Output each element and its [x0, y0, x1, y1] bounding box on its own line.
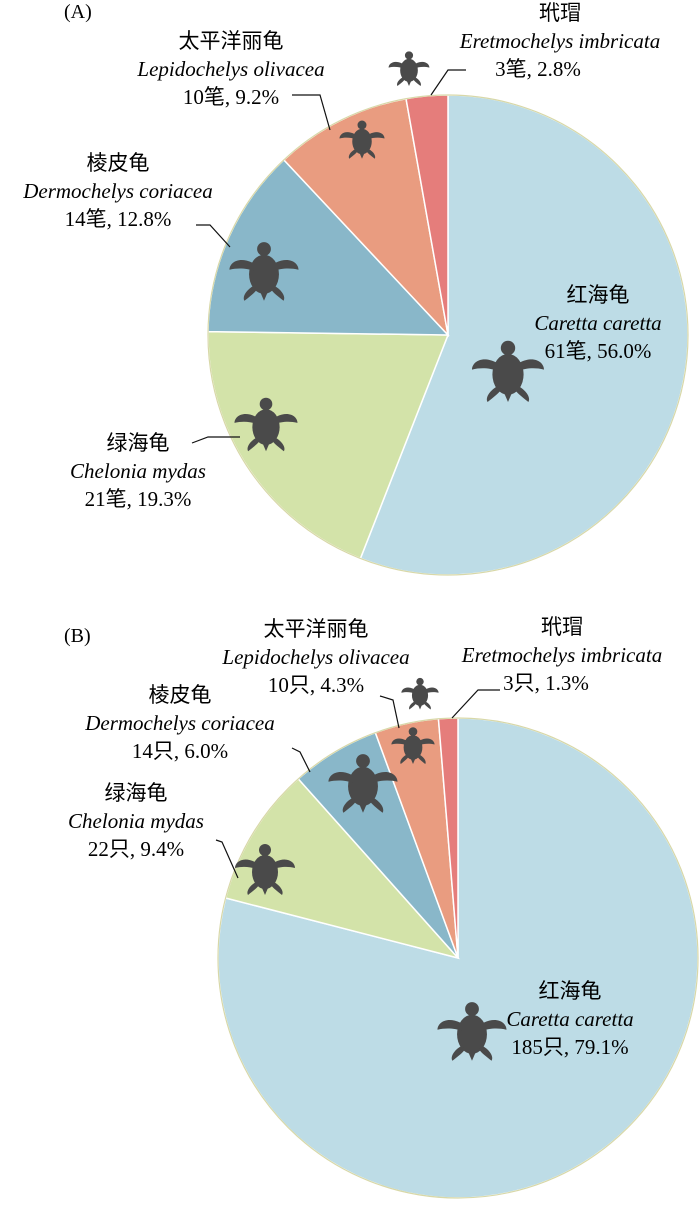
sea-turtle-icon	[388, 51, 430, 86]
slice-label-b-leatherback: 棱皮龟 Dermochelys coriacea 14只, 6.0%	[84, 683, 275, 763]
species-latin-a-green: Chelonia mydas	[70, 459, 206, 483]
panel-label-a: (A)	[64, 1, 92, 23]
species-latin-a-leatherback: Dermochelys coriacea	[22, 179, 213, 203]
value-text-b-green: 22只, 9.4%	[88, 837, 184, 861]
species-latin-b-hawksbill: Eretmochelys imbricata	[461, 643, 662, 667]
species-cn-b-olive-ridley: 太平洋丽龟	[264, 617, 369, 641]
slice-label-a-loggerhead: 红海龟 Caretta caretta 61笔, 56.0%	[534, 283, 661, 363]
species-cn-a-olive-ridley: 太平洋丽龟	[179, 29, 284, 53]
value-text-b-loggerhead: 185只, 79.1%	[511, 1035, 628, 1059]
value-text-b-olive-ridley: 10只, 4.3%	[268, 673, 364, 697]
slice-label-b-olive-ridley: 太平洋丽龟 Lepidochelys olivacea 10只, 4.3%	[221, 617, 409, 697]
value-text-b-hawksbill: 3只, 1.3%	[503, 671, 589, 695]
slice-label-a-leatherback: 棱皮龟 Dermochelys coriacea 14笔, 12.8%	[22, 151, 213, 231]
leader-line-a-olive-ridley	[292, 94, 331, 131]
value-text-a-olive-ridley: 10笔, 9.2%	[183, 85, 279, 109]
slice-label-b-hawksbill: 玳瑁 Eretmochelys imbricata 3只, 1.3%	[461, 615, 662, 695]
species-latin-b-loggerhead: Caretta caretta	[506, 1007, 633, 1031]
slice-label-a-olive-ridley: 太平洋丽龟 Lepidochelys olivacea 10笔, 9.2%	[136, 29, 324, 109]
pie-chart-b: (B) 红海龟 Caretta caretta 185只, 79.1% 绿海龟 …	[64, 615, 699, 1199]
slice-label-a-green: 绿海龟 Chelonia mydas 21笔, 19.3%	[70, 431, 206, 511]
species-cn-a-green: 绿海龟	[107, 431, 170, 455]
leader-line-b-olive-ridley	[379, 695, 400, 729]
species-latin-b-green: Chelonia mydas	[68, 809, 204, 833]
pie-slices-b	[217, 717, 699, 1199]
species-cn-b-green: 绿海龟	[105, 781, 168, 805]
pie-slices-a	[207, 94, 689, 576]
leader-line-a-hawksbill	[430, 69, 466, 96]
pie-rim-a	[207, 94, 689, 576]
value-text-a-leatherback: 14笔, 12.8%	[65, 207, 172, 231]
species-latin-b-olive-ridley: Lepidochelys olivacea	[221, 645, 409, 669]
leader-line-b-leatherback	[291, 747, 311, 773]
species-cn-a-leatherback: 棱皮龟	[87, 151, 150, 175]
value-text-a-green: 21笔, 19.3%	[85, 487, 192, 511]
leader-line-a-leatherback	[196, 224, 231, 248]
sea-turtle-icon	[401, 677, 439, 710]
pie-rim-b	[217, 717, 699, 1199]
pie-chart-a: (A) 红海龟 Caretta caretta 61笔, 56.0% 绿海龟 C…	[22, 1, 689, 576]
species-latin-b-leatherback: Dermochelys coriacea	[84, 711, 275, 735]
slice-label-a-hawksbill: 玳瑁 Eretmochelys imbricata 3笔, 2.8%	[459, 1, 660, 81]
leader-line-b-green	[215, 839, 239, 879]
panel-label-b: (B)	[64, 625, 91, 647]
slice-label-b-loggerhead: 红海龟 Caretta caretta 185只, 79.1%	[506, 979, 633, 1059]
leader-line-a-green	[191, 436, 240, 444]
species-latin-a-hawksbill: Eretmochelys imbricata	[459, 29, 660, 53]
species-cn-a-hawksbill: 玳瑁	[539, 1, 581, 25]
species-cn-b-leatherback: 棱皮龟	[149, 683, 212, 707]
leader-line-b-hawksbill	[451, 689, 500, 719]
value-text-a-hawksbill: 3笔, 2.8%	[495, 57, 581, 81]
leader-lines-a	[191, 69, 466, 444]
species-cn-b-hawksbill: 玳瑁	[541, 615, 583, 639]
species-cn-a-loggerhead: 红海龟	[567, 283, 630, 307]
value-text-b-leatherback: 14只, 6.0%	[132, 739, 228, 763]
value-text-a-loggerhead: 61笔, 56.0%	[545, 339, 652, 363]
species-latin-a-olive-ridley: Lepidochelys olivacea	[136, 57, 324, 81]
species-cn-b-loggerhead: 红海龟	[539, 979, 602, 1003]
species-latin-a-loggerhead: Caretta caretta	[534, 311, 661, 335]
leader-lines-b	[215, 689, 500, 879]
slice-label-b-green: 绿海龟 Chelonia mydas 22只, 9.4%	[68, 781, 204, 861]
